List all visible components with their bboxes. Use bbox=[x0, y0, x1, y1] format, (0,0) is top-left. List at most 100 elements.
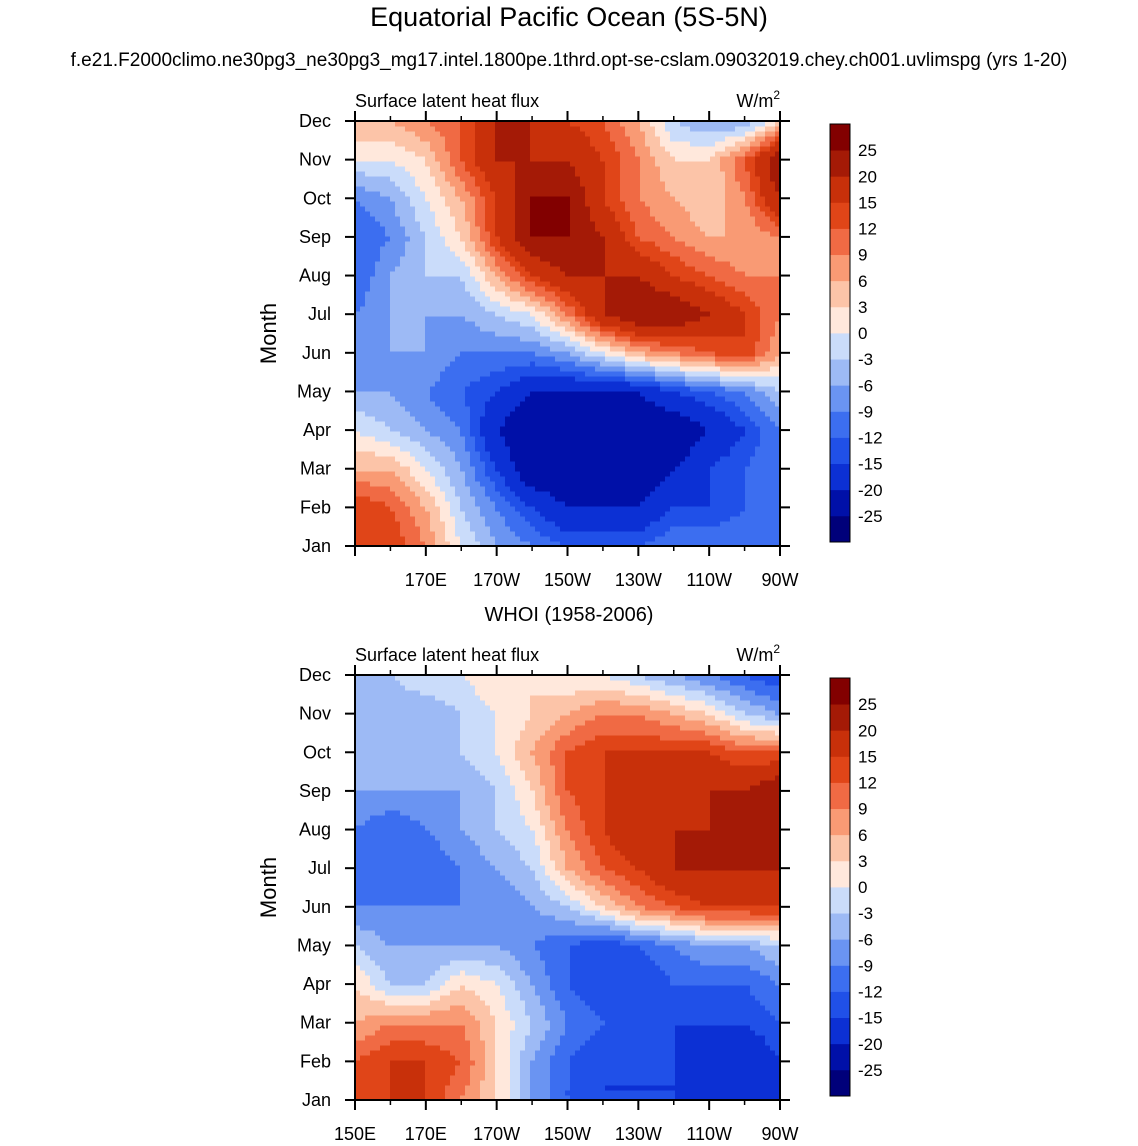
heatmap-cell bbox=[540, 486, 546, 492]
heatmap-cell bbox=[590, 461, 596, 467]
heatmap-cell bbox=[465, 511, 471, 517]
heatmap-cell bbox=[750, 516, 756, 522]
heatmap-cell bbox=[375, 356, 381, 362]
heatmap-cell bbox=[570, 286, 576, 292]
heatmap-cell bbox=[570, 526, 576, 532]
heatmap-cell bbox=[385, 431, 391, 437]
heatmap-cell bbox=[450, 391, 456, 397]
heatmap-cell bbox=[760, 336, 766, 342]
heatmap-cell bbox=[480, 296, 486, 302]
heatmap-cell bbox=[730, 451, 736, 457]
heatmap-cell bbox=[690, 521, 696, 527]
heatmap-cell bbox=[555, 291, 561, 297]
heatmap-cell bbox=[365, 401, 371, 407]
heatmap-cell bbox=[725, 361, 731, 367]
heatmap-cell bbox=[595, 351, 601, 357]
heatmap-cell bbox=[455, 366, 461, 372]
heatmap-cell bbox=[460, 516, 466, 522]
heatmap-cell bbox=[430, 446, 436, 452]
heatmap-cell bbox=[435, 346, 441, 352]
heatmap-cell bbox=[440, 361, 446, 367]
heatmap-cell bbox=[580, 501, 586, 507]
heatmap-cell bbox=[480, 476, 486, 482]
heatmap-cell bbox=[380, 316, 386, 322]
heatmap-cell bbox=[560, 321, 566, 327]
heatmap-cell bbox=[740, 301, 746, 307]
heatmap-cell bbox=[740, 461, 746, 467]
heatmap-cell bbox=[515, 486, 521, 492]
heatmap-cell bbox=[670, 336, 676, 342]
heatmap-cell bbox=[760, 406, 766, 412]
heatmap-cell bbox=[520, 386, 526, 392]
heatmap-cell bbox=[500, 251, 506, 257]
heatmap-cell bbox=[475, 291, 481, 297]
heatmap-cell bbox=[400, 531, 406, 537]
heatmap-cell bbox=[665, 516, 671, 522]
heatmap-cell bbox=[630, 431, 636, 437]
heatmap-cell bbox=[640, 446, 646, 452]
heatmap-cell bbox=[400, 476, 406, 482]
heatmap-cell bbox=[495, 361, 501, 367]
heatmap-cell bbox=[560, 276, 566, 282]
heatmap-cell bbox=[770, 371, 776, 377]
heatmap-cell bbox=[600, 361, 606, 367]
heatmap-cell bbox=[455, 436, 461, 442]
heatmap-cell bbox=[490, 381, 496, 387]
heatmap-cell bbox=[710, 446, 716, 452]
heatmap-cell bbox=[425, 451, 431, 457]
heatmap-cell bbox=[740, 471, 746, 477]
heatmap-cell bbox=[670, 291, 676, 297]
heatmap-cell bbox=[380, 301, 386, 307]
heatmap-cell bbox=[470, 326, 476, 332]
heatmap-cell bbox=[540, 491, 546, 497]
heatmap-cell bbox=[750, 256, 756, 262]
heatmap-cell bbox=[685, 326, 691, 332]
heatmap-cell bbox=[475, 311, 481, 317]
heatmap-cell bbox=[405, 386, 411, 392]
heatmap-cell bbox=[450, 331, 456, 337]
heatmap-cell bbox=[560, 251, 566, 257]
heatmap-cell bbox=[635, 341, 641, 347]
heatmap-cell bbox=[590, 406, 596, 412]
heatmap-cell bbox=[570, 421, 576, 427]
heatmap-cell bbox=[475, 351, 481, 357]
heatmap-cell bbox=[470, 466, 476, 472]
heatmap-cell bbox=[375, 456, 381, 462]
heatmap-cell bbox=[375, 316, 381, 322]
heatmap-cell bbox=[370, 396, 376, 402]
heatmap-cell bbox=[400, 291, 406, 297]
heatmap-cell bbox=[480, 376, 486, 382]
heatmap-cell bbox=[415, 451, 421, 457]
heatmap-cell bbox=[520, 536, 526, 542]
heatmap-cell bbox=[475, 281, 481, 287]
heatmap-cell bbox=[470, 316, 476, 322]
heatmap-cell bbox=[770, 451, 776, 457]
heatmap-cell bbox=[700, 396, 706, 402]
heatmap-cell bbox=[600, 501, 606, 507]
heatmap-cell bbox=[680, 281, 686, 287]
heatmap-cell bbox=[570, 431, 576, 437]
heatmap-cell bbox=[425, 486, 431, 492]
heatmap-cell bbox=[660, 396, 666, 402]
heatmap-cell bbox=[485, 501, 491, 507]
heatmap-cell bbox=[680, 271, 686, 277]
heatmap-cell bbox=[475, 481, 481, 487]
heatmap-cell bbox=[605, 526, 611, 532]
heatmap-cell bbox=[715, 336, 721, 342]
heatmap-cell bbox=[690, 471, 696, 477]
heatmap-cell bbox=[590, 451, 596, 457]
heatmap-cell bbox=[560, 456, 566, 462]
heatmap-cell bbox=[625, 316, 631, 322]
heatmap-cell bbox=[455, 321, 461, 327]
heatmap-cell bbox=[530, 516, 536, 522]
heatmap-cell bbox=[760, 306, 766, 312]
heatmap-cell bbox=[615, 376, 621, 382]
heatmap-cell bbox=[700, 511, 706, 517]
heatmap-cell bbox=[600, 381, 606, 387]
heatmap-cell bbox=[700, 366, 706, 372]
heatmap-cell bbox=[535, 466, 541, 472]
heatmap-cell bbox=[735, 411, 741, 417]
heatmap-cell bbox=[390, 261, 396, 267]
heatmap-cell bbox=[605, 251, 611, 257]
heatmap-cell bbox=[525, 521, 531, 527]
